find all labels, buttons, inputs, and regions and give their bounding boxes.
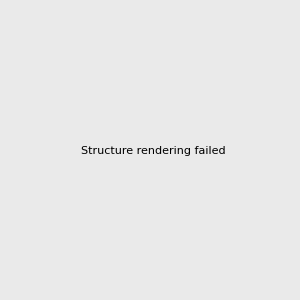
Text: Structure rendering failed: Structure rendering failed — [81, 146, 226, 157]
